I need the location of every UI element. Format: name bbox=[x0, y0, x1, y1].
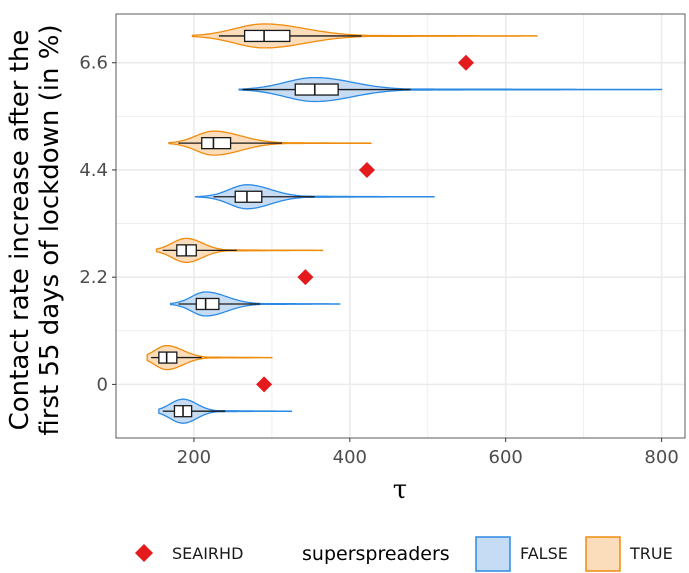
plot-panel bbox=[116, 14, 685, 438]
grid bbox=[115, 13, 686, 439]
legend-title: superspreaders bbox=[302, 543, 450, 565]
legend-false-key bbox=[475, 536, 511, 572]
x-tick-label: 600 bbox=[489, 447, 523, 468]
box-false bbox=[195, 297, 220, 311]
legend-seairhd-key bbox=[135, 544, 153, 562]
violin-true bbox=[146, 344, 273, 371]
legend-false-label: FALSE bbox=[520, 544, 568, 563]
seairhd-point bbox=[297, 269, 314, 286]
legend: SEAIRHD superspreaders FALSE TRUE bbox=[135, 536, 673, 572]
x-axis-title: τ bbox=[393, 475, 407, 505]
x-axis-ticks: 200 400 600 800 bbox=[177, 438, 679, 468]
seairhd-point bbox=[256, 376, 273, 393]
box-true bbox=[243, 29, 291, 43]
x-tick-label: 200 bbox=[177, 447, 211, 468]
y-tick-label: 2.2 bbox=[79, 267, 108, 288]
y-axis-ticks: 0 2.2 4.4 6.6 bbox=[79, 53, 116, 395]
x-tick-label: 400 bbox=[333, 447, 367, 468]
legend-seairhd-label: SEAIRHD bbox=[172, 544, 243, 563]
violin-false bbox=[238, 76, 663, 103]
y-tick-label: 4.4 bbox=[79, 160, 108, 181]
box-true bbox=[201, 136, 232, 150]
y-axis-title: Contact rate increase after the first 55… bbox=[5, 24, 65, 435]
legend-true-key bbox=[585, 536, 621, 572]
seairhd-point bbox=[457, 54, 474, 71]
box-true bbox=[158, 351, 178, 364]
y-axis-title-line-1: Contact rate increase after the bbox=[5, 30, 35, 431]
box-false bbox=[234, 190, 263, 203]
x-tick-label: 800 bbox=[644, 447, 678, 468]
y-tick-label: 6.6 bbox=[79, 53, 108, 74]
seairhd-point bbox=[358, 161, 375, 178]
violins bbox=[146, 23, 663, 424]
y-tick-label: 0 bbox=[97, 374, 108, 395]
legend-true-label: TRUE bbox=[629, 544, 673, 563]
y-axis-title-line-2: first 55 days of lockdown (in %) bbox=[35, 24, 65, 435]
seairhd-points bbox=[256, 54, 474, 393]
plot-border bbox=[115, 13, 686, 439]
violin-true bbox=[155, 237, 324, 264]
box-false bbox=[294, 83, 339, 96]
